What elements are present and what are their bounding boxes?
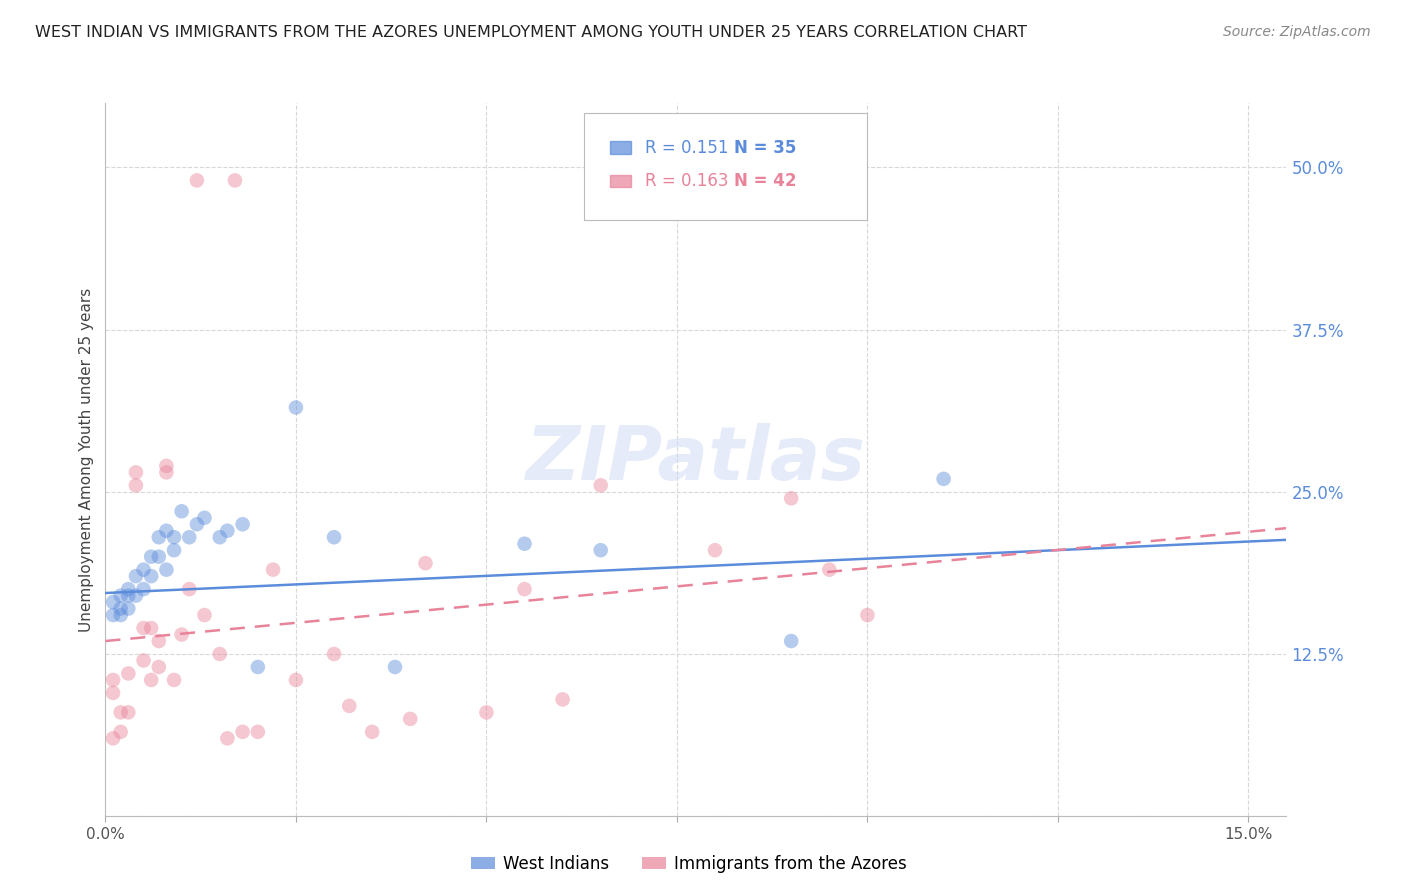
Point bbox=[224, 173, 246, 187]
Point bbox=[125, 569, 148, 583]
Point bbox=[155, 524, 177, 538]
Point bbox=[232, 517, 254, 532]
Point bbox=[818, 563, 841, 577]
Point bbox=[125, 589, 148, 603]
Point bbox=[217, 731, 239, 746]
Point bbox=[217, 524, 239, 538]
Point bbox=[148, 634, 170, 648]
Point bbox=[284, 673, 307, 687]
Point bbox=[141, 621, 163, 635]
Point bbox=[101, 686, 124, 700]
Point bbox=[246, 660, 269, 674]
Text: R = 0.163: R = 0.163 bbox=[645, 172, 728, 190]
Point bbox=[704, 543, 727, 558]
Point bbox=[384, 660, 406, 674]
Point bbox=[117, 589, 139, 603]
Point bbox=[155, 466, 177, 480]
Point bbox=[513, 537, 536, 551]
Point bbox=[117, 706, 139, 720]
Point bbox=[117, 601, 139, 615]
Point bbox=[262, 563, 284, 577]
Point bbox=[110, 589, 132, 603]
Bar bbox=[610, 175, 631, 187]
Text: ZIPatlas: ZIPatlas bbox=[526, 423, 866, 496]
Point bbox=[475, 706, 498, 720]
Point bbox=[117, 666, 139, 681]
Point bbox=[284, 401, 307, 415]
Point bbox=[132, 582, 155, 596]
Point bbox=[155, 458, 177, 473]
Point bbox=[155, 563, 177, 577]
Text: WEST INDIAN VS IMMIGRANTS FROM THE AZORES UNEMPLOYMENT AMONG YOUTH UNDER 25 YEAR: WEST INDIAN VS IMMIGRANTS FROM THE AZORE… bbox=[35, 25, 1028, 40]
Y-axis label: Unemployment Among Youth under 25 years: Unemployment Among Youth under 25 years bbox=[79, 287, 94, 632]
Point bbox=[399, 712, 422, 726]
Point bbox=[148, 660, 170, 674]
Point bbox=[141, 673, 163, 687]
Point bbox=[141, 549, 163, 564]
Text: Source: ZipAtlas.com: Source: ZipAtlas.com bbox=[1223, 25, 1371, 39]
Point bbox=[780, 634, 803, 648]
Point bbox=[208, 530, 231, 544]
Point bbox=[110, 601, 132, 615]
Point bbox=[117, 582, 139, 596]
Point bbox=[323, 647, 346, 661]
Point bbox=[170, 504, 193, 518]
Point bbox=[163, 673, 186, 687]
Point bbox=[125, 466, 148, 480]
Point bbox=[110, 724, 132, 739]
Legend: West Indians, Immigrants from the Azores: West Indians, Immigrants from the Azores bbox=[464, 848, 914, 880]
Point bbox=[179, 582, 201, 596]
Point bbox=[589, 478, 612, 492]
Point bbox=[513, 582, 536, 596]
Point bbox=[179, 530, 201, 544]
Point bbox=[132, 563, 155, 577]
Point bbox=[170, 627, 193, 641]
FancyBboxPatch shape bbox=[583, 113, 868, 220]
Point bbox=[780, 491, 803, 506]
Point bbox=[101, 673, 124, 687]
Point bbox=[110, 706, 132, 720]
Point bbox=[415, 556, 437, 570]
Point bbox=[163, 530, 186, 544]
Point bbox=[337, 698, 360, 713]
Point bbox=[361, 724, 384, 739]
Point bbox=[232, 724, 254, 739]
Point bbox=[193, 510, 215, 524]
Point bbox=[141, 569, 163, 583]
Point bbox=[932, 472, 955, 486]
Point bbox=[186, 517, 208, 532]
Point bbox=[551, 692, 574, 706]
Point bbox=[589, 543, 612, 558]
Point bbox=[323, 530, 346, 544]
Point bbox=[163, 543, 186, 558]
Bar bbox=[610, 141, 631, 154]
Point bbox=[101, 595, 124, 609]
Point bbox=[125, 478, 148, 492]
Text: R = 0.151: R = 0.151 bbox=[645, 138, 728, 156]
Point bbox=[101, 731, 124, 746]
Point bbox=[193, 608, 215, 623]
Point bbox=[186, 173, 208, 187]
Point bbox=[132, 653, 155, 667]
Text: N = 42: N = 42 bbox=[734, 172, 796, 190]
Point bbox=[856, 608, 879, 623]
Point bbox=[110, 608, 132, 623]
Point bbox=[101, 608, 124, 623]
Text: N = 35: N = 35 bbox=[734, 138, 796, 156]
Point bbox=[148, 530, 170, 544]
Point bbox=[148, 549, 170, 564]
Point bbox=[132, 621, 155, 635]
Point bbox=[208, 647, 231, 661]
Point bbox=[246, 724, 269, 739]
